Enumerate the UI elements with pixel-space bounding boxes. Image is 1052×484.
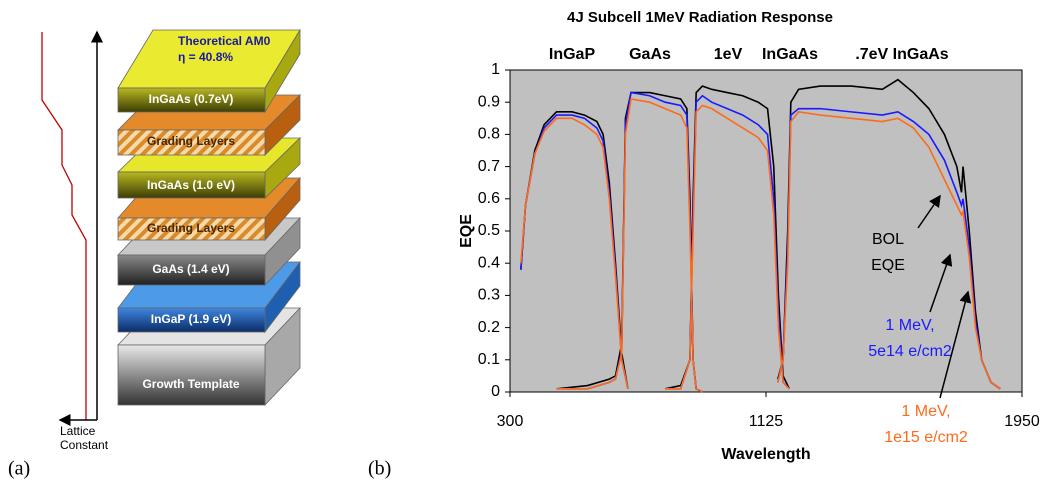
panel-label: (b) [368, 458, 391, 480]
x-tick-label: 1950 [1004, 413, 1040, 430]
annotation: EQE [871, 257, 905, 274]
y-tick-label: 1 [491, 61, 500, 78]
efficiency-label: η = 40.8% [178, 50, 233, 64]
y-tick-label: 0.7 [478, 158, 500, 175]
panel-label: (a) [8, 458, 30, 480]
x-axis-label: Wavelength [721, 446, 810, 463]
layer-label: InGaAs (0.7eV) [149, 92, 234, 106]
annotation-arrow [939, 290, 972, 399]
layer-label: Growth Template [142, 377, 239, 391]
eqe-line [777, 78, 1001, 390]
layer-front [117, 344, 266, 406]
layer-front [117, 171, 266, 199]
subcell-label: .7eV InGaAs [855, 46, 948, 63]
x-tick-label: 300 [497, 413, 524, 430]
y-tick-label: 0.3 [478, 287, 500, 304]
layer-label: InGaAs (1.0 eV) [147, 178, 235, 192]
annotation: 1e15 e/cm2 [884, 429, 968, 446]
layer-label: Grading Layers [147, 134, 235, 148]
subcell-label: InGaAs [762, 46, 818, 63]
layer-front [117, 307, 266, 333]
y-tick-label: 0.9 [478, 93, 500, 110]
annotation-arrow [929, 253, 953, 313]
y-tick-label: 0.4 [478, 254, 500, 271]
layer-label: Grading Layers [147, 221, 235, 235]
plot-area [509, 69, 1023, 393]
subcell-label: GaAs [629, 46, 671, 63]
layer-label: InGaP (1.9 eV) [151, 312, 231, 326]
y-tick-label: 0.8 [478, 126, 500, 143]
layer-diagram: InGaAs (0.7eV) Grading Layers InGaAs (1.0 … [8, 28, 391, 480]
y-tick-label: 0.6 [478, 190, 500, 207]
lattice-profile [41, 32, 87, 420]
layer-label: GaAs (1.4 eV) [152, 262, 229, 276]
eqe-line [556, 98, 703, 393]
x-tick-label: 1125 [749, 413, 784, 430]
annotation-arrow [917, 194, 941, 229]
efficiency-label: Theoretical AM0 [178, 34, 271, 48]
layer-front [117, 87, 266, 113]
layer-front [117, 129, 266, 156]
annotation: 1 MeV, [885, 317, 934, 334]
layer-front [117, 217, 266, 241]
axis-caption: Constant [60, 438, 109, 452]
eqe-line [520, 117, 629, 389]
layer-front [117, 254, 266, 286]
annotation: BOL [872, 231, 904, 248]
chart-title: 4J Subcell 1MeV Radiation Response [567, 9, 833, 26]
eqe-line [777, 111, 1001, 390]
axis-caption: Lattice [60, 424, 96, 438]
subcell-label: InGaP [549, 46, 596, 63]
y-axis-label: EQE [458, 214, 475, 248]
chart: 4J Subcell 1MeV Radiation Response InGaP G… [458, 9, 1040, 463]
eqe-line [665, 104, 790, 390]
y-tick-label: 0.5 [478, 222, 500, 239]
annotation: 5e14 e/cm2 [868, 343, 952, 360]
y-tick-label: 0 [491, 383, 500, 400]
y-tick-label: 0.1 [478, 351, 500, 368]
y-tick-label: 0.2 [478, 319, 500, 336]
subcell-label: 1eV [714, 46, 743, 63]
annotation: 1 MeV, [901, 403, 950, 420]
